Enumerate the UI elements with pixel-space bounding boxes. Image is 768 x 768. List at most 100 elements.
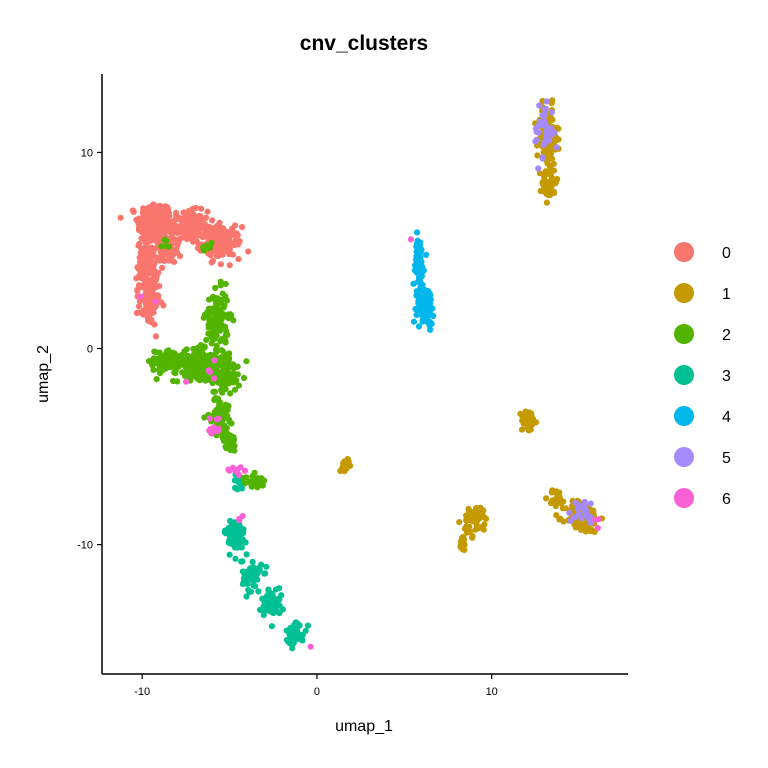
point-cluster-5 <box>587 500 594 507</box>
point-cluster-2 <box>254 475 261 482</box>
x-axis-label: umap_1 <box>335 718 393 735</box>
point-cluster-0 <box>156 283 163 290</box>
point-cluster-0 <box>166 256 173 263</box>
point-cluster-0 <box>159 264 166 271</box>
y-axis-ticks: -10 0 10 <box>77 147 102 552</box>
point-cluster-2 <box>219 290 226 297</box>
point-cluster-1 <box>525 424 532 431</box>
point-cluster-0 <box>187 235 194 242</box>
point-cluster-0 <box>134 264 141 271</box>
point-cluster-6 <box>241 467 249 474</box>
point-cluster-4 <box>415 245 422 252</box>
legend-key <box>674 283 694 303</box>
point-cluster-2 <box>206 244 213 252</box>
point-cluster-0 <box>158 220 165 227</box>
point-cluster-2 <box>232 364 239 371</box>
point-cluster-5 <box>532 138 539 145</box>
point-cluster-2 <box>158 243 165 250</box>
point-cluster-3 <box>287 624 294 632</box>
point-cluster-3 <box>260 603 267 610</box>
chart-title: cnv_clusters <box>300 32 428 55</box>
point-cluster-2 <box>219 347 226 355</box>
point-cluster-3 <box>229 532 236 539</box>
legend-key <box>674 324 694 344</box>
point-cluster-1 <box>481 521 488 528</box>
point-cluster-3 <box>266 597 273 604</box>
series-6 <box>137 236 602 650</box>
point-cluster-3 <box>263 563 270 570</box>
point-cluster-4 <box>424 298 431 305</box>
point-cluster-0 <box>160 204 167 211</box>
point-cluster-0 <box>226 246 233 253</box>
point-cluster-5 <box>578 514 585 522</box>
point-cluster-0 <box>216 224 224 231</box>
point-cluster-3 <box>285 636 293 643</box>
point-cluster-1 <box>550 188 557 195</box>
legend-key <box>674 365 694 385</box>
point-cluster-1 <box>480 526 487 533</box>
point-cluster-2 <box>145 358 153 365</box>
point-cluster-2 <box>212 395 219 402</box>
point-cluster-1 <box>552 502 560 510</box>
point-cluster-1 <box>461 525 469 532</box>
point-cluster-0 <box>209 217 216 224</box>
point-cluster-6 <box>205 367 212 374</box>
point-cluster-5 <box>543 98 550 105</box>
point-cluster-2 <box>254 484 261 491</box>
point-cluster-4 <box>414 278 421 285</box>
point-cluster-1 <box>470 508 477 515</box>
point-cluster-0 <box>234 232 241 239</box>
legend-label: 2 <box>722 327 731 344</box>
point-cluster-3 <box>226 551 233 558</box>
point-cluster-2 <box>222 339 229 346</box>
point-cluster-1 <box>518 426 526 433</box>
point-cluster-1 <box>460 536 467 543</box>
point-cluster-0 <box>147 250 154 257</box>
point-cluster-0 <box>130 208 137 215</box>
series-2 <box>145 236 268 491</box>
point-cluster-5 <box>535 165 542 172</box>
point-cluster-2 <box>225 356 232 363</box>
point-cluster-1 <box>526 409 533 416</box>
y-tick-label: -10 <box>77 540 93 552</box>
point-cluster-2 <box>219 421 227 428</box>
point-cluster-3 <box>259 595 266 602</box>
point-cluster-2 <box>230 317 237 324</box>
point-cluster-1 <box>544 160 551 167</box>
point-cluster-1 <box>577 526 585 533</box>
point-cluster-5 <box>548 109 556 116</box>
point-cluster-6 <box>206 415 213 422</box>
point-cluster-4 <box>415 288 422 295</box>
point-cluster-3 <box>291 636 298 643</box>
point-cluster-0 <box>149 289 156 297</box>
point-cluster-4 <box>424 314 431 321</box>
point-cluster-4 <box>415 250 422 257</box>
point-cluster-2 <box>171 350 178 357</box>
point-cluster-3 <box>234 544 241 551</box>
point-cluster-2 <box>225 315 232 322</box>
point-cluster-2 <box>203 336 210 343</box>
point-cluster-4 <box>423 251 430 258</box>
point-cluster-1 <box>552 497 559 504</box>
point-cluster-1 <box>460 543 467 550</box>
point-cluster-4 <box>424 287 432 295</box>
point-cluster-5 <box>548 125 555 132</box>
point-cluster-3 <box>255 588 262 595</box>
point-cluster-3 <box>247 565 254 572</box>
point-cluster-5 <box>567 517 574 524</box>
point-cluster-3 <box>265 586 272 593</box>
point-cluster-1 <box>562 505 569 512</box>
point-cluster-0 <box>136 254 143 261</box>
point-cluster-2 <box>222 323 229 330</box>
point-cluster-0 <box>135 226 143 234</box>
point-cluster-2 <box>218 372 225 379</box>
point-cluster-3 <box>304 622 311 629</box>
point-cluster-2 <box>251 469 258 476</box>
point-cluster-2 <box>204 313 211 320</box>
legend: 0 1 2 3 4 5 6 <box>674 242 731 508</box>
point-cluster-0 <box>221 248 228 255</box>
point-cluster-1 <box>549 97 556 104</box>
series-5 <box>532 98 595 527</box>
point-cluster-0 <box>143 300 150 307</box>
